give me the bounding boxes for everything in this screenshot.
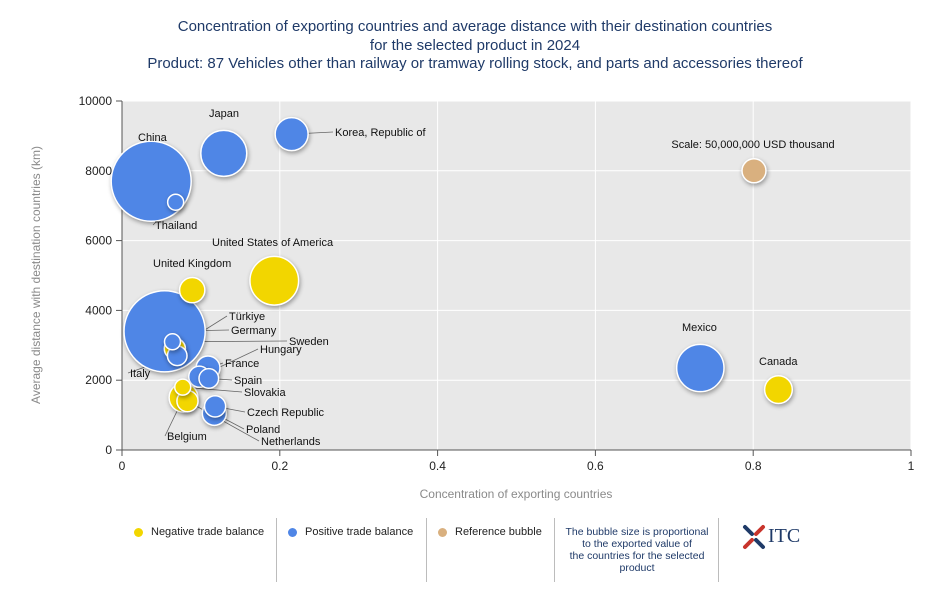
bubble-labels: China Japan Korea, Republic of Thailand Unit… — [130, 108, 835, 448]
bubble-sweden[interactable] — [163, 333, 182, 351]
y-tick-label: 4000 — [85, 303, 112, 317]
x-tick-label: 0.8 — [745, 459, 762, 473]
bubble-label-poland: Poland — [246, 424, 280, 436]
axes: 0 0.2 0.4 0.6 0.8 1 0 2000 4000 6000 8000 10000 — [79, 94, 915, 473]
legend-divider — [718, 518, 719, 582]
chart-title-line-3: Product: 87 Vehicles other than railway … — [147, 55, 803, 72]
x-tick-label: 0.2 — [271, 459, 288, 473]
legend-size-note: The bubble size is proportional to the e… — [556, 526, 718, 574]
legend-note-line: The bubble size is proportional — [565, 526, 709, 538]
legend-divider — [276, 518, 277, 582]
bubble-label-china: China — [138, 132, 168, 144]
legend: Negative trade balance Positive trade ba… — [120, 518, 832, 582]
legend-negative-label: Negative trade balance — [151, 526, 265, 538]
bubble-label-mexico: Mexico — [682, 322, 717, 334]
x-tick-label: 0 — [119, 459, 126, 473]
legend-positive-dot — [288, 527, 297, 537]
bubble-label-japan: Japan — [209, 108, 239, 120]
legend-divider — [426, 518, 427, 582]
x-tick-label: 1 — [908, 459, 915, 473]
bubble-label-thailand: Thailand — [155, 220, 197, 232]
bubble-label-hungary: Hungary — [260, 344, 302, 356]
itc-logo: ITC — [742, 524, 812, 554]
legend-positive-label: Positive trade balance — [305, 526, 414, 538]
bubble-label-canada: Canada — [759, 356, 798, 368]
bubble-label-france: France — [225, 358, 259, 370]
bubble-slovakia[interactable] — [174, 378, 192, 396]
grid-lines — [121, 100, 912, 451]
y-axis-label: Average distance with destination countr… — [29, 146, 43, 404]
legend-reference-dot — [438, 527, 447, 537]
chart-title-line-1: Concentration of exporting countries and… — [177, 18, 773, 35]
itc-logo-text: ITC — [768, 525, 801, 547]
bubble-chart: 0 0.2 0.4 0.6 0.8 1 0 2000 4000 6000 8000 10000 Chi… — [29, 94, 915, 501]
bubble-label-united-states-of-america: United States of America — [212, 237, 334, 249]
x-tick-label: 0.6 — [587, 459, 604, 473]
bubble-label-slovakia: Slovakia — [244, 387, 286, 399]
bubble-label-korea-republic-of: Korea, Republic of — [335, 127, 426, 139]
x-tick-label: 0.4 — [429, 459, 446, 473]
bubble-label-sweden: Sweden — [289, 336, 329, 348]
bubble-label-italy: Italy — [130, 368, 151, 380]
bubble-label-t-rkiye: Türkiye — [229, 311, 265, 323]
itc-logo-icon — [743, 525, 765, 549]
bubble-label-united-kingdom: United Kingdom — [153, 258, 231, 270]
legend-negative-dot — [134, 527, 143, 537]
bubble-czech-republic[interactable] — [203, 395, 227, 418]
bubbles — [110, 116, 794, 427]
legend-reference-label: Reference bubble — [455, 526, 542, 538]
y-tick-label: 10000 — [79, 94, 113, 108]
y-tick-label: 2000 — [85, 373, 112, 387]
legend-negative: Negative trade balance — [134, 526, 264, 590]
y-tick-label: 6000 — [85, 234, 112, 248]
bubble-korea-republic-of[interactable] — [274, 116, 309, 152]
bubble-label-belgium: Belgium — [167, 431, 207, 443]
legend-positive: Positive trade balance — [288, 526, 413, 590]
legend-reference: Reference bubble — [438, 526, 542, 590]
bubble-label-germany: Germany — [231, 325, 277, 337]
bubble-label-czech-republic: Czech Republic — [247, 407, 325, 419]
legend-note-line: product — [619, 562, 655, 574]
bubble-label-spain: Spain — [234, 375, 262, 387]
y-tick-label: 0 — [105, 443, 112, 457]
bubble-canada[interactable] — [763, 375, 794, 405]
bubble-thailand[interactable] — [166, 193, 185, 211]
bubble-united-states-of-america[interactable] — [249, 255, 300, 306]
x-axis-label: Concentration of exporting countries — [420, 487, 613, 501]
bubble-mexico[interactable] — [675, 343, 725, 393]
bubble-label-netherlands: Netherlands — [261, 436, 321, 448]
chart-title-line-2: for the selected product in 2024 — [369, 37, 581, 54]
bubble-japan[interactable] — [200, 129, 248, 178]
legend-divider — [554, 518, 555, 582]
legend-note-line: the countries for the selected — [569, 550, 705, 562]
y-tick-label: 8000 — [85, 164, 112, 178]
reference-bubble-label: Scale: 50,000,000 USD thousand — [671, 139, 834, 151]
bubble-united-kingdom[interactable] — [178, 276, 206, 304]
reference-bubble[interactable] — [741, 158, 767, 184]
legend-note-line: to the exported value of — [582, 538, 692, 550]
bubble-spain[interactable] — [198, 367, 220, 390]
